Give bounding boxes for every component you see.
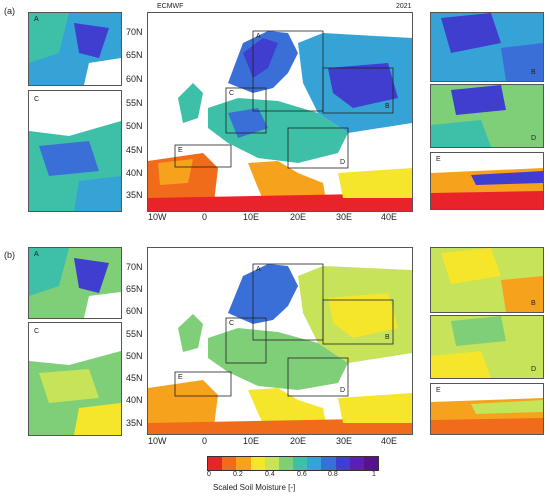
lat-tick: 70N (126, 262, 143, 272)
lat-tick: 45N (126, 145, 143, 155)
inset-a-left: A (28, 12, 122, 86)
colorbar (207, 456, 379, 471)
lon-tick: 40E (381, 436, 398, 446)
inset-c-left-b: C (28, 322, 122, 436)
box-e-letter: E (178, 147, 183, 154)
inset-c-letter: C (34, 328, 40, 335)
inset-b-right-b: B (430, 247, 544, 313)
box-d-letter: D (340, 159, 346, 166)
inset-a-left-b: A (28, 247, 122, 319)
colorbar-tick: 1 (372, 471, 376, 478)
main-map-b: A B C D E (147, 247, 413, 435)
colorbar-swatch (293, 457, 308, 470)
lon-tick: 20E (290, 212, 307, 222)
colorbar-swatch (321, 457, 336, 470)
box-c-letter: C (229, 90, 235, 97)
colorbar-tick: 0.2 (233, 471, 243, 478)
lon-tick: 30E (336, 436, 353, 446)
colorbar-tick: 0.6 (297, 471, 307, 478)
lat-tick: 50N (126, 121, 143, 131)
colorbar-title: Scaled Soil Moisture [-] (213, 483, 296, 492)
colorbar-swatch (335, 457, 350, 470)
lon-tick: 20E (290, 436, 307, 446)
inset-d-right-b: D (430, 315, 544, 379)
inset-d-right: D (430, 84, 544, 148)
main-map-a: A B C D E (147, 12, 413, 212)
colorbar-swatch (236, 457, 251, 470)
lon-tick: 10E (243, 436, 260, 446)
inset-a-letter: A (34, 251, 39, 258)
year-label: 2021 (396, 3, 412, 10)
colorbar-tick: 0.4 (265, 471, 275, 478)
colorbar-swatch (264, 457, 279, 470)
inset-c-left: C (28, 90, 122, 212)
inset-e-letter: E (436, 387, 441, 394)
colorbar-swatch (250, 457, 265, 470)
lat-tick: 70N (126, 27, 143, 37)
lat-tick: 65N (126, 50, 143, 60)
lat-tick: 65N (126, 284, 143, 294)
box-c-letter: C (229, 320, 235, 327)
lat-tick: 35N (126, 190, 143, 200)
inset-b-letter: B (531, 300, 536, 307)
inset-d-letter: D (531, 135, 537, 142)
box-b-letter: B (385, 334, 390, 341)
lon-tick: 0 (202, 212, 208, 222)
colorbar-swatch (278, 457, 294, 470)
colorbar-tick: 0.8 (328, 471, 338, 478)
lat-tick: 40N (126, 395, 143, 405)
box-d-letter: D (340, 387, 346, 394)
lon-tick: 0 (202, 436, 208, 446)
lat-tick: 45N (126, 373, 143, 383)
panel-a-label: (a) (4, 6, 15, 16)
lat-tick: 55N (126, 329, 143, 339)
colorbar-swatch (307, 457, 322, 470)
colorbar-swatch (222, 457, 237, 470)
model-label: ECMWF (157, 3, 184, 10)
lon-tick: 10W (148, 436, 167, 446)
inset-b-letter: B (531, 69, 536, 76)
inset-c-letter: C (34, 96, 40, 103)
colorbar-swatch (363, 457, 379, 470)
box-a-letter: A (256, 266, 261, 273)
lat-tick: 50N (126, 351, 143, 361)
lon-tick: 30E (336, 212, 353, 222)
lat-tick: 55N (126, 98, 143, 108)
box-b-letter: B (385, 103, 390, 110)
lat-tick: 60N (126, 74, 143, 84)
inset-e-right: E (430, 152, 544, 210)
lon-tick: 10W (148, 212, 167, 222)
colorbar-swatch (349, 457, 364, 470)
lat-tick: 40N (126, 168, 143, 178)
lon-tick: 10E (243, 212, 260, 222)
panel-b-label: (b) (4, 250, 15, 260)
lat-tick: 60N (126, 306, 143, 316)
inset-a-letter: A (34, 16, 39, 23)
inset-d-letter: D (531, 366, 537, 373)
lon-tick: 40E (381, 212, 398, 222)
colorbar-swatch (208, 457, 223, 470)
colorbar-tick: 0 (207, 471, 211, 478)
inset-e-right-b: E (430, 383, 544, 435)
box-e-letter: E (178, 374, 183, 381)
inset-b-right: B (430, 12, 544, 82)
lat-tick: 35N (126, 418, 143, 428)
inset-e-letter: E (436, 156, 441, 163)
box-a-letter: A (256, 33, 261, 40)
